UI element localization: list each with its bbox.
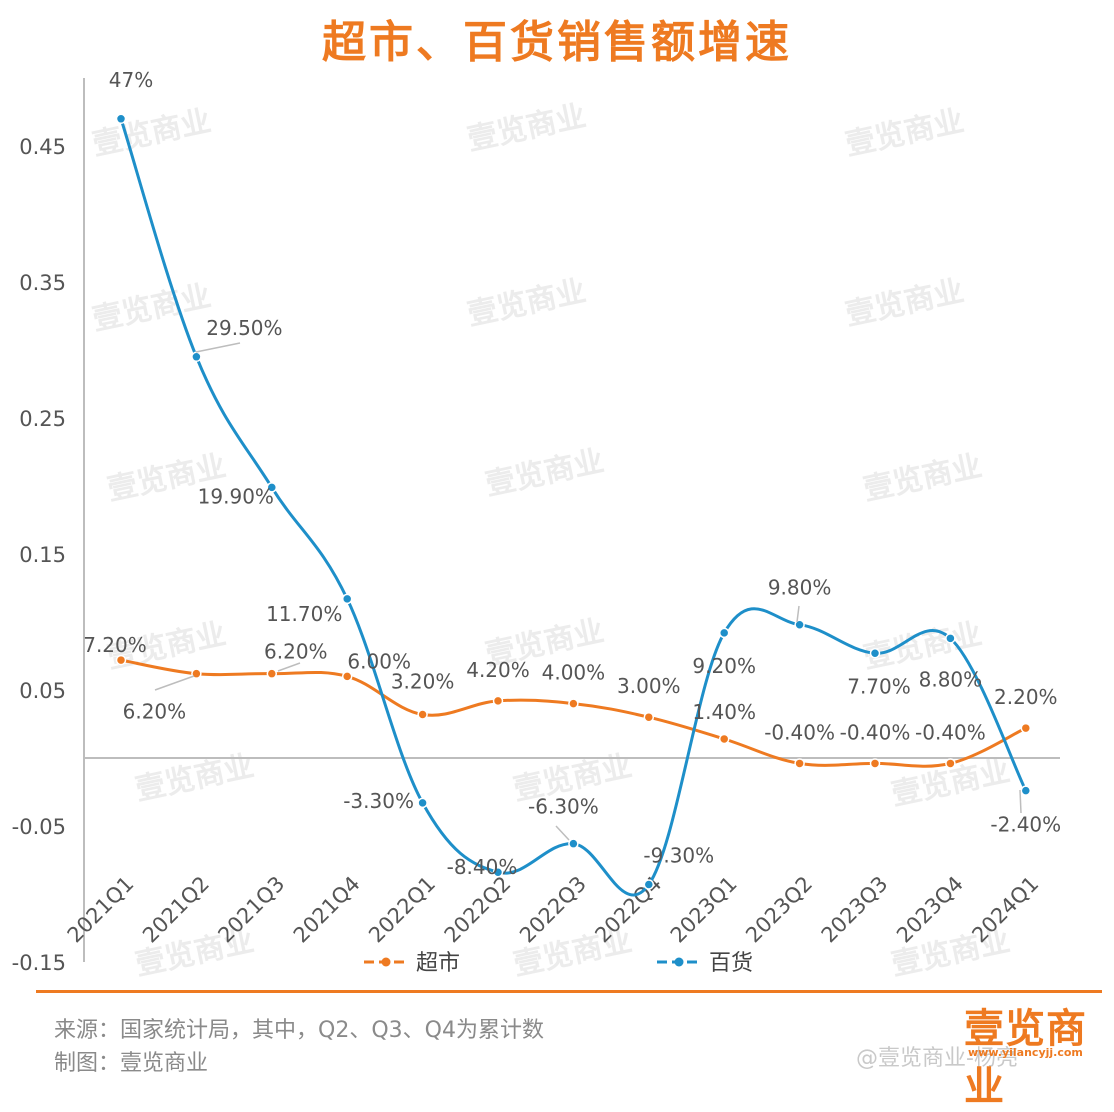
watermark-text: 壹览商业 (860, 449, 985, 508)
department-store-data-label: 7.70% (847, 674, 911, 698)
supermarket-point (492, 695, 504, 707)
department-store-point (1020, 785, 1032, 796)
y-tick-label: 0.25 (19, 407, 66, 431)
made-by-note: 制图：壹览商业 (54, 1051, 209, 1076)
department-store-data-label: 9.80% (768, 576, 832, 600)
watermark-text: 壹览商业 (464, 274, 589, 333)
supermarket-data-label: 6.00% (347, 649, 411, 673)
department-store-data-label: 8.80% (919, 667, 983, 691)
leader-line (796, 605, 800, 623)
watermark-text: 壹览商业 (89, 279, 214, 338)
department-store-point (718, 627, 730, 639)
department-store-point (417, 797, 428, 809)
supermarket-point (945, 758, 956, 769)
department-store-data-label: 11.70% (266, 602, 342, 626)
leader-line (1019, 789, 1022, 814)
supermarket-data-label: 3.00% (617, 674, 681, 698)
supermarket-data-label: 4.20% (466, 658, 530, 682)
department-store-point (191, 351, 202, 363)
supermarket-point (568, 698, 579, 709)
department-store-data-label: -3.30% (343, 789, 414, 813)
supermarket-point (643, 711, 655, 723)
leader-line (154, 675, 195, 691)
supermarket-data-label: 6.20% (264, 640, 328, 664)
department-store-point (794, 619, 805, 630)
x-tick-label: 2022Q1 (364, 872, 440, 948)
y-tick-label: 0.45 (19, 135, 66, 159)
department-store-data-label: -6.30% (528, 795, 599, 819)
watermark-text: 壹览商业 (464, 99, 589, 158)
department-store-data-label: 29.50% (206, 316, 282, 340)
department-store-point (869, 648, 881, 659)
supermarket-point (417, 709, 428, 720)
department-store-point (643, 879, 655, 890)
y-tick-label: 0.35 (19, 271, 66, 295)
supermarket-point (341, 671, 353, 682)
y-tick-label: -0.05 (12, 815, 66, 839)
axes (83, 78, 1060, 962)
department-store-data-label: 19.90% (198, 484, 274, 508)
watermark-text: 壹览商业 (842, 104, 967, 163)
department-store-data-label: 9.20% (692, 654, 756, 678)
leader-line (555, 825, 570, 841)
department-store-data-label: 47% (109, 68, 153, 92)
y-tick-label: -0.15 (12, 951, 66, 975)
department-store-point (266, 482, 278, 493)
supermarket-data-label: 7.20% (83, 633, 147, 657)
department-store-point (115, 113, 127, 125)
supermarket-point (115, 654, 127, 666)
y-tick-label: 0.15 (19, 543, 66, 567)
supermarket-point (1020, 722, 1032, 734)
supermarket-legend-label: 超市 (416, 951, 460, 976)
supermarket-point (191, 668, 202, 679)
data-labels: 7.20% 6.20% 6.20% 6.00%3.20% 4.20% 4.00% 3.00%… (83, 68, 1061, 879)
brand-url: www.yilancyjj.com (968, 1046, 1083, 1059)
label-leader-lines (154, 342, 1022, 841)
x-tick-label: 2022Q2 (440, 872, 516, 948)
supermarket-data-label: -0.40% (840, 720, 911, 744)
supermarket-data-label: 3.20% (391, 669, 455, 693)
footer-divider (36, 990, 1102, 993)
department-store-data-label: -9.30% (643, 843, 714, 867)
department-store-point (341, 593, 353, 605)
department-store-data-label: -2.40% (990, 813, 1061, 837)
watermark-text: 壹览商业 (842, 274, 967, 333)
x-tick-label: 2023Q1 (666, 872, 742, 948)
department-store-point (945, 633, 956, 644)
watermark-text: 壹览商业 (89, 104, 214, 163)
x-tick-label: 2021Q1 (63, 872, 139, 948)
supermarket-data-label: -0.40% (915, 720, 986, 744)
supermarket-point (869, 758, 881, 769)
supermarket-data-label: 1.40% (692, 700, 756, 724)
supermarket-data-label: 2.20% (994, 685, 1058, 709)
x-tick-label: 2023Q2 (741, 872, 817, 948)
leader-line (195, 342, 241, 353)
legend[interactable]: 超市 百货 (364, 951, 753, 976)
supermarket-legend-marker (381, 957, 391, 967)
supermarket-point (266, 668, 278, 679)
supermarket-data-label: 4.00% (542, 661, 606, 685)
chart-title: 超市、百货销售额增速 (322, 17, 792, 68)
watermark-text: 壹览商业 (482, 444, 607, 503)
department-store-data-label: -8.40% (447, 855, 518, 879)
supermarket-point (718, 733, 730, 745)
y-tick-labels: -0.15 -0.05 0.05 0.15 0.25 0.35 0.45 (12, 135, 66, 975)
department-store-legend-label: 百货 (709, 951, 753, 976)
leader-line (277, 662, 301, 672)
weibo-watermark: @壹览商业-杨亮 (856, 1046, 1018, 1071)
supermarket-data-label: -0.40% (764, 720, 835, 744)
supermarket-data-label: 6.20% (123, 700, 187, 724)
department-store-point (568, 838, 579, 849)
y-tick-label: 0.05 (19, 679, 66, 703)
supermarket-point (794, 758, 805, 769)
series-points (115, 113, 1032, 890)
x-tick-label: 2021Q4 (289, 872, 365, 948)
department-store-point (492, 866, 504, 878)
department-store-legend-marker (674, 957, 684, 967)
x-tick-label: 2023Q3 (817, 872, 893, 948)
source-note: 来源：国家统计局，其中，Q2、Q3、Q4为累计数 (54, 1018, 544, 1043)
